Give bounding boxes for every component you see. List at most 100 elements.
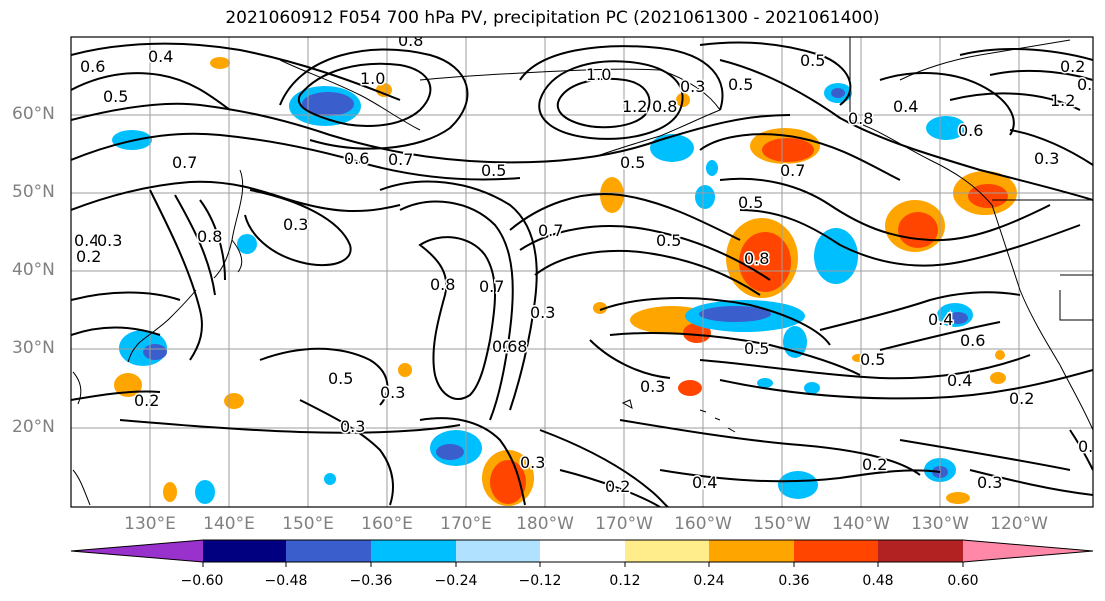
- contour-label: 0.4: [893, 97, 918, 116]
- precip-blob: [926, 116, 966, 140]
- contour-label: 0.4: [148, 47, 173, 66]
- lat-label: 60°N: [12, 104, 55, 124]
- contour-label: 0.8: [848, 109, 873, 128]
- precip-blob: [757, 378, 773, 388]
- graticule: [71, 37, 1093, 507]
- contour-label: 0.7: [479, 277, 504, 296]
- contour-label: 0.6: [344, 149, 369, 168]
- contour-label: 0.3: [680, 77, 705, 96]
- precip-blob: [762, 138, 814, 162]
- precip-blob: [398, 363, 412, 377]
- contour-label: 0.3: [283, 215, 308, 234]
- colorbar-tick-label: 0.36: [778, 573, 810, 589]
- lon-label: 160°W: [674, 514, 732, 534]
- precip-blob: [650, 134, 694, 162]
- contour-label: 1.0: [586, 65, 611, 84]
- contour-label: 0.7: [172, 153, 197, 172]
- precip-blob: [302, 92, 354, 116]
- colorbar-segment: [709, 540, 794, 562]
- contour-label: 1.2: [622, 97, 647, 116]
- precip-blob: [990, 372, 1006, 384]
- colorbar-segment: [371, 540, 456, 562]
- lon-label: 150°W: [753, 514, 811, 534]
- contour-label: 0.2: [1009, 389, 1034, 408]
- contour-label: 0.2: [134, 391, 159, 410]
- contour-label: 0.7: [388, 150, 413, 169]
- contour-label: 0.3: [1034, 149, 1059, 168]
- colorbar-segment: [794, 540, 878, 562]
- contour-label: 0.5: [481, 161, 506, 180]
- precip-blob: [898, 212, 938, 248]
- colorbar-tick-label: −0.12: [518, 573, 562, 589]
- colorbar-segment: [456, 540, 540, 562]
- precip-blob: [237, 234, 257, 254]
- precip-blob: [995, 350, 1005, 360]
- contour-label: 0.2: [1078, 437, 1103, 456]
- precip-negative-shading: [112, 83, 973, 504]
- contour-label: 0.3: [97, 231, 122, 250]
- lon-label: 150°E: [282, 514, 334, 534]
- contour-label: 0.3: [530, 303, 555, 322]
- colorbar-segment: [286, 540, 371, 562]
- precip-blob: [831, 88, 845, 98]
- precip-blob: [968, 184, 1008, 208]
- contour-label: 0.3: [640, 377, 665, 396]
- contour-label: 0.3: [520, 453, 545, 472]
- colorbar-tick-label: −0.24: [434, 573, 478, 589]
- contour-label: 0.3: [380, 383, 405, 402]
- contour-label: 0.8: [430, 275, 455, 294]
- precip-blob: [804, 382, 820, 394]
- contour-label: 1.2: [1050, 91, 1075, 110]
- precip-blob: [324, 473, 336, 485]
- contour-label: 0.6: [960, 331, 985, 350]
- lon-label: 140°E: [203, 514, 255, 534]
- precip-blob: [778, 471, 818, 499]
- contour-label: 0.8: [652, 97, 677, 116]
- contour-label: 0.6: [80, 57, 105, 76]
- precip-blob: [436, 444, 464, 460]
- coastlines: [72, 37, 1093, 506]
- colorbar-extend-right: [963, 540, 1093, 562]
- contour-label: 0.2: [605, 477, 630, 496]
- colorbar-tick-label: −0.48: [264, 573, 308, 589]
- lat-label: 40°N: [12, 260, 55, 280]
- lat-label: 20°N: [12, 417, 55, 437]
- lon-label: 140°W: [832, 514, 890, 534]
- colorbar-tick-label: 0.24: [693, 573, 725, 589]
- precip-blob: [699, 306, 771, 322]
- colorbar-segment: [625, 540, 709, 562]
- contour-label: 0.5: [860, 350, 885, 369]
- contour-label: 0.4: [928, 310, 953, 329]
- contour-label: 0.4: [74, 231, 99, 250]
- precip-blob: [224, 393, 244, 409]
- precip-blob: [683, 323, 711, 343]
- colorbar-segment: [540, 540, 625, 562]
- colorbar-tick-label: 0.12: [609, 573, 641, 589]
- contour-label: 0.3: [340, 417, 365, 436]
- contour-label: 0.5: [800, 51, 825, 70]
- precip-blob: [376, 83, 392, 97]
- lon-label: 120°W: [990, 514, 1048, 534]
- contour-label: 0.7: [538, 221, 563, 240]
- contour-label: 0.5: [738, 193, 763, 212]
- precip-blob: [739, 232, 791, 292]
- contour-label: 0.4: [947, 371, 972, 390]
- contour-label: 0.6: [492, 337, 517, 356]
- contour-label-layer: 0.80.60.50.41.0 1.01.2 0.80.3 0.50.50.80.4 1…: [73, 31, 1103, 498]
- colorbar: [70, 539, 1094, 567]
- lat-label: 50°N: [12, 182, 55, 202]
- contour-label: 0.5: [328, 369, 353, 388]
- contour-label: 0.8: [744, 249, 769, 268]
- contour-label: 0.5: [744, 339, 769, 358]
- precip-blob: [163, 482, 177, 502]
- precip-blob: [210, 57, 230, 69]
- contour-label: 1.0: [360, 69, 385, 88]
- colorbar-segment: [203, 540, 286, 562]
- contour-label: 0.5: [103, 87, 128, 106]
- precip-blob: [695, 185, 715, 209]
- pv-contours: [71, 41, 1093, 507]
- contour-label: 0.8: [398, 31, 423, 50]
- map-title: 2021060912 F054 700 hPa PV, precipitatio…: [225, 8, 880, 28]
- precip-blob: [678, 380, 702, 396]
